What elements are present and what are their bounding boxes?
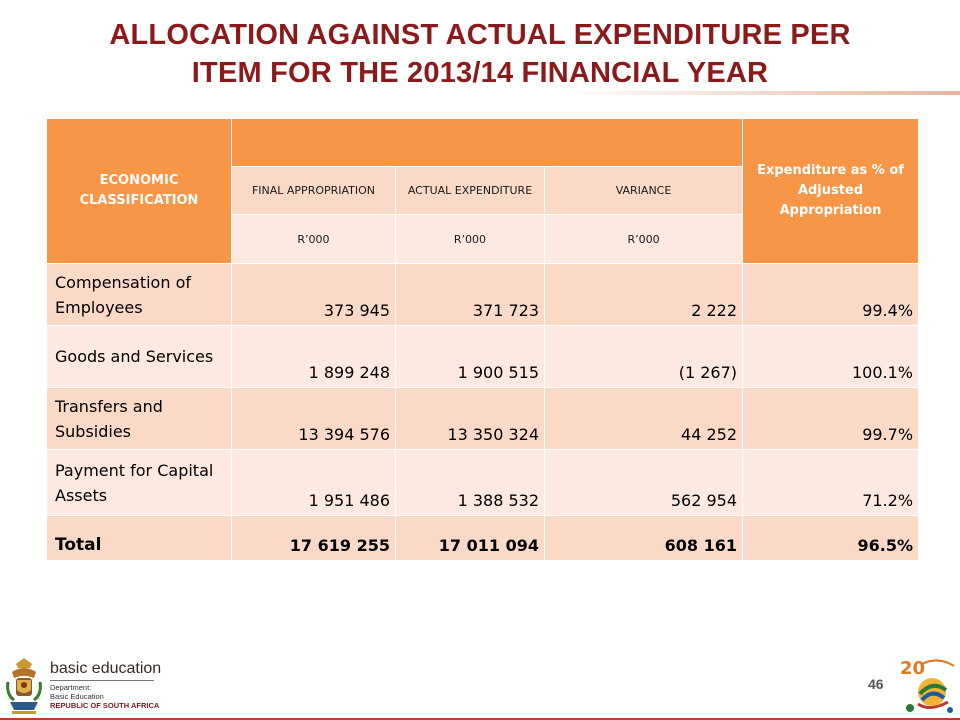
title-line-1: ALLOCATION AGAINST ACTUAL EXPENDITURE PE… (109, 19, 851, 51)
cell-variance: (1 267) (543, 325, 744, 388)
svg-text:20: 20 (900, 658, 925, 679)
cell-actual: 13 350 324 (395, 387, 545, 450)
row-label: Goods and Services (46, 325, 232, 388)
total-label: Total (46, 515, 232, 561)
cell-variance: 2 222 (543, 263, 744, 326)
brand-divider (50, 680, 154, 681)
total-row: Total 17 619 255 17 011 094 608 161 96.5… (46, 515, 920, 561)
total-actual: 17 011 094 (395, 515, 545, 561)
dept-line-3: REPUBLIC OF SOUTH AFRICA (50, 701, 160, 710)
dept-line-1: Department: (50, 683, 92, 692)
total-variance: 608 161 (543, 515, 744, 561)
cell-actual: 1 900 515 (395, 325, 545, 388)
header-blank-band (230, 118, 744, 167)
cell-pct: 99.4% (742, 263, 920, 326)
cell-pct: 99.7% (742, 387, 920, 450)
table-row: Transfers and Subsidies 13 394 576 13 35… (46, 387, 920, 450)
footer-divider (0, 718, 960, 720)
cell-final: 1 951 486 (231, 449, 396, 516)
title-line-2: ITEM FOR THE 2013/14 FINANCIAL YEAR (191, 57, 769, 89)
row-label: Transfers and Subsidies (46, 387, 232, 450)
unit-variance: R’000 (543, 214, 744, 264)
header-final-appropriation: FINAL APPROPRIATION (231, 166, 396, 215)
cell-actual: 371 723 (395, 263, 545, 326)
table-row: Goods and Services 1 899 248 1 900 515 (… (46, 325, 920, 388)
total-pct: 96.5% (742, 515, 920, 561)
page-number: 46 (868, 676, 884, 692)
twenty-years-freedom-logo: 20 (896, 654, 958, 718)
cell-pct: 100.1% (742, 325, 920, 388)
row-label: Payment for Capital Assets (46, 449, 232, 516)
table-row: Payment for Capital Assets 1 951 486 1 3… (46, 449, 920, 516)
cell-final: 1 899 248 (231, 325, 396, 388)
title-underline (560, 91, 960, 95)
brand-name: basic education (50, 660, 162, 677)
cell-actual: 1 388 532 (395, 449, 545, 516)
header-economic-classification: ECONOMIC CLASSIFICATION (46, 118, 232, 264)
slide-title: ALLOCATION AGAINST ACTUAL EXPENDITURE PE… (0, 16, 960, 92)
cell-pct: 71.2% (742, 449, 920, 516)
header-expenditure-pct: Expenditure as % of Adjusted Appropriati… (742, 118, 920, 264)
cell-variance: 44 252 (543, 387, 744, 450)
brand-block: basic education Department: Basic Educat… (50, 660, 161, 710)
total-final: 17 619 255 (231, 515, 396, 561)
cell-final: 13 394 576 (231, 387, 396, 450)
row-label: Compensation of Employees (46, 263, 232, 326)
cell-variance: 562 954 (543, 449, 744, 516)
header-variance: VARIANCE (543, 166, 744, 215)
header-actual-expenditure: ACTUAL EXPENDITURE (395, 166, 545, 215)
dept-line-2: Basic Education (50, 692, 104, 701)
cell-final: 373 945 (231, 263, 396, 326)
unit-actual-expenditure: R’000 (395, 214, 545, 264)
anniversary-icon: 20 (900, 658, 955, 713)
basic-education-logo: basic education Department: Basic Educat… (2, 654, 162, 718)
unit-final-appropriation: R’000 (231, 214, 396, 264)
allocation-table: ECONOMIC CLASSIFICATION Expenditure as %… (46, 118, 920, 561)
table-row: Compensation of Employees 373 945 371 72… (46, 263, 920, 326)
coat-of-arms-icon (6, 658, 42, 714)
